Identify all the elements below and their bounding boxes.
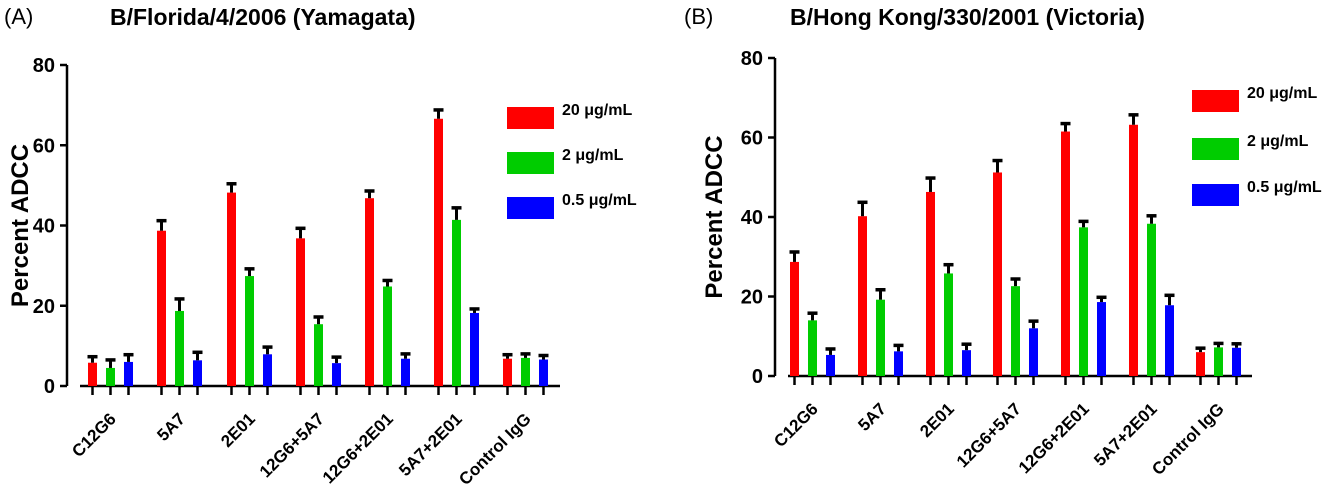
bar [539,359,548,386]
bar [1061,131,1070,376]
category-label: 12G6+2E01 [319,409,397,487]
bar [314,324,323,386]
bar [521,357,530,386]
y-tick-label: 80 [33,55,55,77]
bar [1165,305,1174,376]
panel-letter: (A) [4,4,33,29]
bar [452,219,461,386]
category-label: 5A7 [854,399,889,434]
y-tick-label: 80 [741,48,763,70]
category-label: 12G6+5A7 [256,409,328,481]
chart-title: B/Hong Kong/330/2001 (Victoria) [790,4,1145,30]
bar [962,350,971,376]
bar [1129,124,1138,376]
bar [1079,227,1088,376]
bar [365,198,374,386]
category-label: 2E01 [217,409,259,451]
category-label: Control IgG [455,409,535,489]
bar [926,191,935,376]
bar [401,358,410,386]
bar [88,362,97,386]
bar [245,276,254,386]
bar [808,320,817,376]
y-axis-label: Percent ADCC [701,135,728,298]
bar [175,310,184,386]
category-label: 2E01 [916,399,958,441]
bar [1097,302,1106,376]
legend-swatch [507,107,554,129]
bar [124,361,133,386]
bar [944,273,953,376]
bar [790,261,799,376]
bar [1029,328,1038,376]
bar [106,367,115,386]
bar [1232,347,1241,376]
bar [263,354,272,386]
bar [470,312,479,386]
bar [1214,347,1223,376]
panel-letter: (B) [684,4,713,29]
legend-label: 0.5 μg/mL [562,192,637,209]
category-label: C12G6 [68,409,120,461]
y-tick-label: 60 [33,135,55,157]
bar [332,363,341,386]
legend-swatch [1192,138,1239,160]
bar [434,118,443,386]
legend-swatch [1192,184,1239,206]
y-tick-label: 0 [44,376,55,398]
chart-title: B/Florida/4/2006 (Yamagata) [110,4,416,30]
bar [858,216,867,376]
legend-swatch [1192,90,1239,112]
bar [993,172,1002,376]
legend-label: 0.5 μg/mL [1247,179,1322,196]
category-label: C12G6 [770,399,822,451]
bar [876,299,885,376]
bar [826,354,835,376]
y-tick-label: 20 [33,296,55,318]
bar [1011,286,1020,376]
panel-a: (A) B/Florida/4/2006 (Yamagata) Percent AD… [4,4,637,489]
bar [296,238,305,386]
y-tick-label: 0 [752,366,763,388]
legend-swatch [507,152,554,174]
legend-label: 2 μg/mL [1247,133,1309,150]
category-label: 5A7 [153,409,188,444]
y-tick-label: 40 [33,216,55,238]
bar [383,286,392,386]
category-label: 12G6+2E01 [1015,399,1093,477]
legend-label: 20 μg/mL [1247,85,1317,102]
bar [894,351,903,376]
y-axis-label: Percent ADCC [7,144,34,307]
legend-label: 2 μg/mL [562,147,624,164]
bar [1147,223,1156,376]
y-tick-label: 60 [741,128,763,150]
legend-swatch [507,197,554,219]
bar [1196,352,1205,376]
y-tick-label: 20 [741,287,763,309]
category-label: 12G6+5A7 [953,399,1025,471]
category-label: 5A7+2E01 [395,409,466,480]
category-label: Control IgG [1148,399,1228,479]
category-label: 5A7+2E01 [1090,399,1161,470]
bar [193,360,202,386]
bar [227,192,236,386]
legend-label: 20 μg/mL [562,102,632,119]
bar [157,230,166,386]
panel-b: (B) B/Hong Kong/330/2001 (Victoria) Percen… [684,4,1322,479]
y-tick-label: 40 [741,207,763,229]
bar [503,358,512,386]
